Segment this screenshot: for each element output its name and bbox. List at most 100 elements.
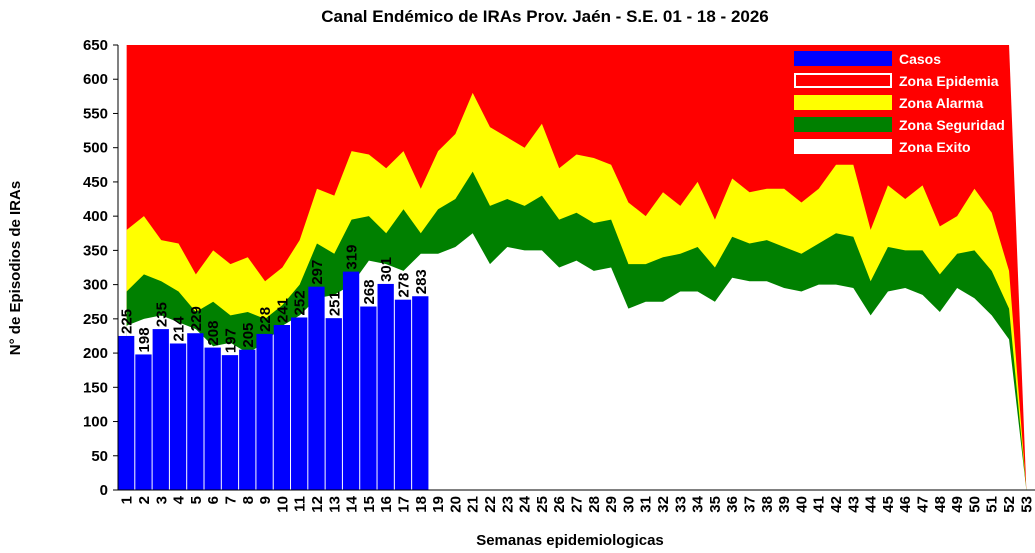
data-label: 197 bbox=[222, 328, 239, 353]
data-label: 214 bbox=[171, 316, 188, 342]
data-label: 297 bbox=[309, 260, 326, 285]
x-tick-label: 19 bbox=[430, 496, 447, 513]
data-label: 268 bbox=[361, 279, 378, 304]
y-tick-label: 200 bbox=[83, 345, 108, 362]
data-label: 208 bbox=[205, 321, 222, 346]
x-tick-label: 13 bbox=[326, 496, 343, 513]
data-label: 251 bbox=[326, 291, 343, 316]
bar bbox=[291, 317, 308, 490]
bar bbox=[204, 347, 221, 490]
x-tick-label: 16 bbox=[378, 496, 395, 513]
x-tick-label: 1 bbox=[119, 496, 136, 504]
x-tick-label: 36 bbox=[724, 496, 741, 513]
y-tick-label: 450 bbox=[83, 174, 108, 191]
x-tick-label: 12 bbox=[309, 496, 326, 513]
x-tick-label: 52 bbox=[1001, 496, 1018, 513]
x-tick-label: 49 bbox=[949, 496, 966, 513]
bar bbox=[221, 355, 239, 490]
legend-swatch bbox=[794, 117, 892, 132]
x-tick-label: 50 bbox=[966, 496, 983, 513]
bar bbox=[360, 306, 377, 490]
bar bbox=[394, 299, 412, 490]
y-tick-label: 600 bbox=[83, 71, 108, 88]
x-tick-label: 46 bbox=[897, 496, 914, 513]
bar bbox=[377, 283, 394, 490]
x-axis-title: Semanas epidemiologicas bbox=[476, 532, 664, 549]
x-tick-label: 4 bbox=[171, 495, 188, 504]
x-tick-label: 32 bbox=[655, 496, 672, 513]
bar bbox=[135, 354, 152, 490]
bar bbox=[118, 335, 135, 490]
bar bbox=[342, 271, 360, 490]
data-label: 301 bbox=[378, 257, 395, 282]
x-tick-label: 33 bbox=[672, 496, 689, 513]
legend-label: Casos bbox=[899, 51, 941, 67]
x-tick-label: 3 bbox=[153, 496, 170, 504]
y-tick-label: 550 bbox=[83, 105, 108, 122]
x-tick-label: 30 bbox=[620, 496, 637, 513]
data-label: 228 bbox=[257, 307, 274, 332]
bar bbox=[256, 333, 273, 490]
x-tick-label: 35 bbox=[707, 496, 724, 513]
x-tick-label: 28 bbox=[586, 496, 603, 513]
x-tick-label: 51 bbox=[984, 496, 1001, 513]
y-tick-label: 350 bbox=[83, 242, 108, 259]
legend-swatch bbox=[794, 95, 892, 110]
bar bbox=[308, 286, 325, 490]
x-tick-label: 47 bbox=[915, 496, 932, 513]
x-tick-label: 22 bbox=[482, 496, 499, 513]
x-tick-label: 26 bbox=[551, 496, 568, 513]
y-tick-label: 50 bbox=[91, 448, 108, 465]
chart-title: Canal Endémico de IRAs Prov. Jaén - S.E.… bbox=[321, 7, 769, 26]
x-tick-label: 48 bbox=[932, 496, 949, 513]
x-tick-label: 24 bbox=[517, 495, 534, 512]
data-label: 319 bbox=[344, 245, 361, 270]
y-tick-label: 250 bbox=[83, 311, 108, 328]
data-label: 198 bbox=[136, 327, 153, 352]
x-tick-label: 42 bbox=[828, 496, 845, 513]
x-tick-label: 40 bbox=[793, 496, 810, 513]
x-tick-label: 17 bbox=[395, 496, 412, 513]
data-label: 252 bbox=[292, 290, 309, 315]
data-label: 278 bbox=[395, 273, 412, 298]
x-tick-label: 15 bbox=[361, 496, 378, 513]
y-tick-label: 650 bbox=[83, 37, 108, 54]
x-tick-label: 6 bbox=[205, 496, 222, 504]
x-tick-label: 11 bbox=[292, 496, 309, 512]
data-label: 205 bbox=[240, 323, 257, 348]
y-tick-label: 150 bbox=[83, 379, 108, 396]
y-axis-title: N° de Episodios de IRAs bbox=[7, 181, 24, 355]
legend-label: Zona Seguridad bbox=[899, 117, 1005, 133]
y-tick-label: 400 bbox=[83, 208, 108, 225]
x-tick-label: 9 bbox=[257, 496, 274, 504]
x-tick-label: 45 bbox=[880, 496, 897, 513]
data-label: 241 bbox=[274, 298, 291, 323]
y-tick-label: 300 bbox=[83, 277, 108, 294]
x-tick-label: 43 bbox=[845, 496, 862, 513]
bar bbox=[412, 296, 429, 490]
y-tick-label: 0 bbox=[100, 482, 108, 499]
x-tick-label: 20 bbox=[447, 496, 464, 513]
data-label: 235 bbox=[153, 302, 170, 327]
legend-label: Zona Alarma bbox=[899, 95, 983, 111]
bar bbox=[325, 318, 342, 490]
x-tick-label: 44 bbox=[863, 495, 880, 512]
x-tick-label: 25 bbox=[534, 496, 551, 513]
data-label: 229 bbox=[188, 306, 205, 331]
legend-label: Zona Epidemia bbox=[899, 73, 999, 89]
y-tick-label: 500 bbox=[83, 140, 108, 157]
x-tick-label: 21 bbox=[465, 496, 482, 513]
x-tick-label: 18 bbox=[413, 496, 430, 513]
bar bbox=[239, 349, 256, 490]
data-label: 225 bbox=[119, 309, 136, 334]
legend-swatch bbox=[794, 51, 892, 66]
legend-label: Zona Exito bbox=[899, 139, 971, 155]
bar bbox=[152, 329, 169, 490]
x-tick-label: 14 bbox=[344, 495, 361, 512]
x-tick-label: 27 bbox=[569, 496, 586, 513]
x-tick-label: 31 bbox=[638, 496, 655, 513]
x-tick-label: 39 bbox=[776, 496, 793, 513]
legend-swatch bbox=[794, 139, 892, 154]
legend: Casos Zona Epidemia Zona Alarma Zona Seguri… bbox=[794, 51, 1005, 155]
x-tick-label: 41 bbox=[811, 496, 828, 513]
